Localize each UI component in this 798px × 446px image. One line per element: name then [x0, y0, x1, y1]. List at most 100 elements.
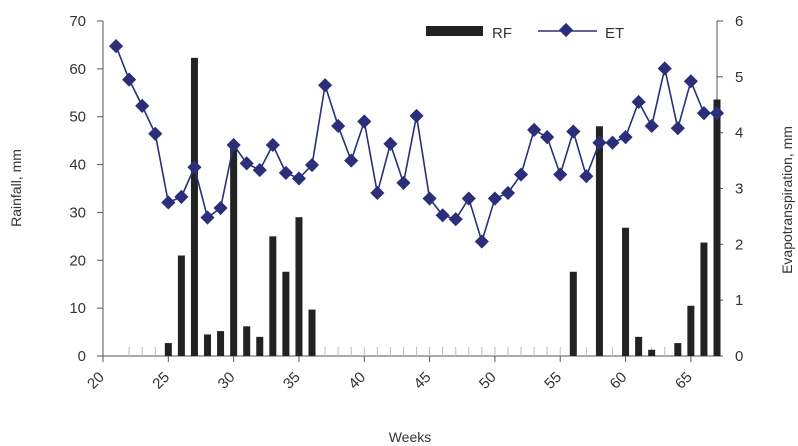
et-point: [553, 167, 568, 182]
x-tick-label: 65: [672, 369, 696, 393]
et-point: [318, 78, 333, 93]
y-right-tick-label: 5: [735, 69, 743, 86]
et-point: [422, 191, 437, 206]
rf-bar: [635, 336, 643, 356]
legend-et-label: ET: [605, 25, 624, 42]
y-left-tick-label: 20: [69, 252, 86, 269]
rf-bar: [164, 343, 172, 356]
et-point: [122, 72, 137, 87]
legend-rf-label: RF: [492, 25, 512, 42]
x-tick-label: 35: [280, 369, 304, 393]
et-point: [461, 191, 476, 206]
rf-bar: [569, 271, 577, 356]
rf-bar: [713, 99, 721, 356]
rf-bar: [256, 336, 264, 356]
x-tick-label: 45: [411, 369, 435, 393]
y-left-tick-label: 40: [69, 157, 86, 174]
et-point: [618, 130, 633, 145]
et-point: [696, 106, 712, 121]
et-point: [135, 98, 150, 113]
et-point: [278, 165, 293, 180]
et-point: [448, 212, 463, 227]
et-point: [108, 39, 124, 54]
x-tick-label: 20: [84, 369, 108, 393]
x-tick-label: 55: [541, 369, 565, 393]
rf-bar: [622, 227, 630, 356]
et-line-series: [108, 39, 725, 249]
et-point: [148, 126, 163, 141]
et-point: [474, 234, 489, 249]
rf-bar: [204, 334, 212, 356]
et-point: [344, 153, 359, 168]
et-point: [566, 124, 581, 139]
et-point: [670, 121, 685, 136]
et-point: [161, 195, 176, 210]
et-point: [605, 135, 620, 150]
et-point: [383, 136, 398, 151]
et-point: [435, 208, 450, 223]
rf-bar: [295, 217, 303, 356]
y-right-tick-label: 1: [735, 292, 743, 309]
rf-bar: [282, 271, 290, 356]
rf-bar: [687, 305, 695, 356]
et-point: [187, 160, 202, 175]
et-point: [500, 185, 516, 201]
et-point: [513, 167, 529, 182]
x-tick-label: 25: [149, 369, 173, 393]
et-point: [331, 118, 346, 134]
y-left-tick-label: 70: [69, 13, 86, 30]
rf-bar: [230, 147, 238, 356]
left-axis-ticks: 0 10 20 30 40 50 60 70: [69, 13, 103, 365]
x-tick-label: 40: [345, 369, 369, 393]
x-tick-label: 30: [215, 369, 239, 393]
et-point: [631, 94, 646, 110]
y-left-tick-label: 30: [69, 204, 86, 221]
rf-bars: [164, 57, 721, 357]
x-axis-ticks: 20 25 30 35 40 45 50 55 60 65: [84, 356, 696, 393]
et-point: [487, 191, 502, 206]
legend-rf-swatch: [426, 26, 483, 36]
et-point: [200, 210, 215, 225]
et-point: [174, 189, 189, 204]
rf-bar: [217, 331, 225, 356]
et-point: [709, 106, 725, 121]
et-point: [409, 108, 424, 123]
et-point: [226, 137, 241, 153]
rf-bar: [243, 326, 251, 356]
et-point: [357, 114, 372, 129]
x-tick-label: 60: [607, 369, 631, 393]
et-point: [304, 157, 320, 173]
rf-bar: [308, 309, 316, 356]
et-point: [579, 169, 594, 184]
y-axis-right-title: Evapotranspiration, mm: [779, 126, 795, 274]
y-right-tick-label: 4: [735, 125, 743, 142]
et-point: [396, 175, 411, 190]
y-right-tick-label: 3: [735, 181, 743, 198]
rf-bar: [177, 255, 185, 356]
rf-bar: [648, 349, 656, 356]
et-point: [370, 185, 385, 201]
x-axis-title: Weeks: [389, 429, 432, 445]
et-point: [252, 163, 267, 178]
et-point: [527, 122, 542, 137]
et-point: [213, 200, 228, 216]
et-point: [291, 171, 307, 186]
rf-bar: [595, 126, 603, 357]
y-left-tick-label: 0: [78, 348, 86, 365]
rf-bar: [700, 242, 708, 356]
y-right-tick-label: 6: [735, 13, 743, 30]
y-left-tick-label: 60: [69, 61, 86, 78]
et-point: [644, 118, 659, 134]
y-left-tick-label: 10: [69, 300, 86, 317]
legend-et-marker: [558, 22, 574, 38]
et-point: [239, 156, 254, 171]
et-point: [657, 61, 672, 76]
rf-bar: [269, 236, 277, 356]
et-point: [265, 137, 280, 153]
y-left-tick-label: 50: [69, 109, 86, 126]
et-point: [540, 130, 555, 145]
rf-bar: [190, 57, 198, 356]
y-right-tick-label: 0: [735, 348, 743, 365]
et-point: [592, 135, 607, 150]
